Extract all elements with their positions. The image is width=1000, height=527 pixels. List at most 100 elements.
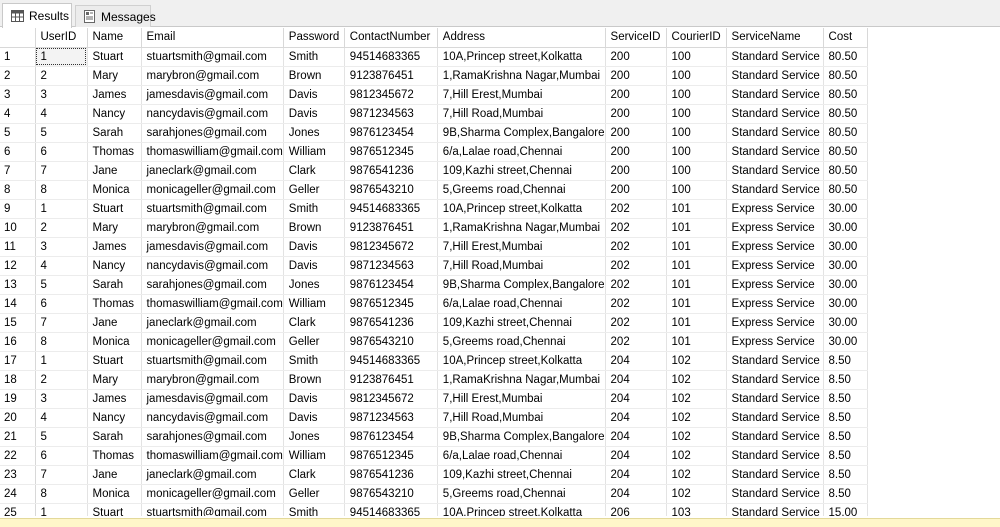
cell-servicename[interactable]: Standard Service (726, 465, 824, 485)
cell-serviceid[interactable]: 202 (605, 218, 667, 238)
cell-serviceid[interactable]: 204 (605, 465, 667, 485)
column-header-serviceid[interactable]: ServiceID (605, 28, 667, 48)
cell-userid[interactable]: 2 (35, 218, 88, 238)
cell-contactnumber[interactable]: 9876541236 (344, 313, 438, 333)
cell-courierid[interactable]: 101 (666, 199, 727, 219)
cell-name[interactable]: Thomas (87, 446, 142, 466)
cell-courierid[interactable]: 100 (666, 47, 727, 67)
cell-email[interactable]: monicageller@gmail.com (141, 180, 284, 200)
cell-userid[interactable]: 6 (35, 142, 88, 162)
cell-name[interactable]: Jane (87, 465, 142, 485)
cell-userid[interactable]: 7 (35, 161, 88, 181)
cell-courierid[interactable]: 100 (666, 142, 727, 162)
cell-address[interactable]: 7,Hill Road,Mumbai (437, 408, 606, 428)
cell-password[interactable]: Geller (283, 332, 345, 352)
row-number-cell[interactable]: 18 (0, 370, 36, 390)
table-row[interactable]: 4 4 Nancy nancydavis@gmail.com Davis 98712345… (0, 104, 868, 124)
row-number-cell[interactable]: 11 (0, 237, 36, 257)
cell-cost[interactable]: 8.50 (823, 484, 868, 504)
cell-cost[interactable]: 30.00 (823, 237, 868, 257)
cell-userid[interactable]: 1 (35, 351, 88, 371)
cell-name[interactable]: James (87, 389, 142, 409)
cell-contactnumber[interactable]: 94514683365 (344, 47, 438, 67)
cell-servicename[interactable]: Standard Service (726, 484, 824, 504)
cell-serviceid[interactable]: 200 (605, 142, 667, 162)
cell-cost[interactable]: 8.50 (823, 370, 868, 390)
cell-servicename[interactable]: Standard Service (726, 503, 824, 516)
cell-cost[interactable]: 30.00 (823, 294, 868, 314)
cell-userid[interactable]: 1 (35, 199, 88, 219)
cell-servicename[interactable]: Express Service (726, 332, 824, 352)
cell-name[interactable]: James (87, 237, 142, 257)
table-row[interactable]: 3 3 James jamesdavis@gmail.com Davis 98123456… (0, 85, 868, 105)
cell-userid[interactable]: 3 (35, 237, 88, 257)
cell-courierid[interactable]: 102 (666, 484, 727, 504)
cell-servicename[interactable]: Standard Service (726, 161, 824, 181)
results-grid[interactable]: UserID Name Email Password ContactNumber… (0, 28, 1000, 516)
cell-serviceid[interactable]: 204 (605, 484, 667, 504)
cell-serviceid[interactable]: 204 (605, 408, 667, 428)
table-row[interactable]: 25 1 Stuart stuartsmith@gmail.com Smith 94514… (0, 503, 868, 516)
cell-email[interactable]: stuartsmith@gmail.com (141, 47, 284, 67)
cell-contactnumber[interactable]: 9812345672 (344, 237, 438, 257)
cell-contactnumber[interactable]: 94514683365 (344, 503, 438, 516)
table-row[interactable]: 19 3 James jamesdavis@gmail.com Davis 9812345… (0, 389, 868, 409)
cell-password[interactable]: Smith (283, 351, 345, 371)
cell-address[interactable]: 7,Hill Erest,Mumbai (437, 85, 606, 105)
column-header-email[interactable]: Email (141, 28, 284, 48)
cell-userid[interactable]: 4 (35, 408, 88, 428)
cell-address[interactable]: 9B,Sharma Complex,Bangalore (437, 427, 606, 447)
cell-email[interactable]: sarahjones@gmail.com (141, 123, 284, 143)
cell-password[interactable]: Geller (283, 484, 345, 504)
cell-contactnumber[interactable]: 9123876451 (344, 370, 438, 390)
cell-email[interactable]: nancydavis@gmail.com (141, 408, 284, 428)
cell-email[interactable]: thomaswilliam@gmail.com (141, 446, 284, 466)
cell-name[interactable]: James (87, 85, 142, 105)
cell-password[interactable]: Brown (283, 66, 345, 86)
cell-cost[interactable]: 15.00 (823, 503, 868, 516)
cell-servicename[interactable]: Standard Service (726, 180, 824, 200)
cell-email[interactable]: jamesdavis@gmail.com (141, 237, 284, 257)
row-number-cell[interactable]: 19 (0, 389, 36, 409)
cell-userid[interactable]: 4 (35, 256, 88, 276)
cell-name[interactable]: Stuart (87, 47, 142, 67)
cell-password[interactable]: William (283, 294, 345, 314)
cell-servicename[interactable]: Standard Service (726, 47, 824, 67)
cell-contactnumber[interactable]: 9871234563 (344, 256, 438, 276)
cell-cost[interactable]: 30.00 (823, 313, 868, 333)
cell-contactnumber[interactable]: 9123876451 (344, 66, 438, 86)
cell-name[interactable]: Jane (87, 313, 142, 333)
cell-password[interactable]: Davis (283, 104, 345, 124)
cell-email[interactable]: janeclark@gmail.com (141, 161, 284, 181)
cell-cost[interactable]: 80.50 (823, 161, 868, 181)
cell-name[interactable]: Stuart (87, 503, 142, 516)
cell-email[interactable]: stuartsmith@gmail.com (141, 503, 284, 516)
cell-contactnumber[interactable]: 9123876451 (344, 218, 438, 238)
cell-courierid[interactable]: 101 (666, 275, 727, 295)
tab-results[interactable]: Results (2, 3, 72, 28)
cell-userid[interactable]: 4 (35, 104, 88, 124)
cell-userid[interactable]: 8 (35, 332, 88, 352)
cell-contactnumber[interactable]: 9876512345 (344, 294, 438, 314)
cell-address[interactable]: 7,Hill Erest,Mumbai (437, 237, 606, 257)
cell-servicename[interactable]: Standard Service (726, 446, 824, 466)
table-row[interactable]: 13 5 Sarah sarahjones@gmail.com Jones 9876123… (0, 275, 868, 295)
cell-password[interactable]: Jones (283, 427, 345, 447)
cell-courierid[interactable]: 101 (666, 218, 727, 238)
cell-email[interactable]: jamesdavis@gmail.com (141, 85, 284, 105)
cell-email[interactable]: thomaswilliam@gmail.com (141, 294, 284, 314)
cell-password[interactable]: Davis (283, 85, 345, 105)
column-header-courierid[interactable]: CourierID (666, 28, 727, 48)
cell-courierid[interactable]: 102 (666, 446, 727, 466)
table-row[interactable]: 12 4 Nancy nancydavis@gmail.com Davis 9871234… (0, 256, 868, 276)
cell-name[interactable]: Nancy (87, 256, 142, 276)
cell-serviceid[interactable]: 202 (605, 294, 667, 314)
cell-serviceid[interactable]: 206 (605, 503, 667, 516)
table-row[interactable]: 18 2 Mary marybron@gmail.com Brown 9123876451… (0, 370, 868, 390)
cell-courierid[interactable]: 100 (666, 66, 727, 86)
cell-password[interactable]: Smith (283, 47, 345, 67)
cell-servicename[interactable]: Express Service (726, 294, 824, 314)
cell-address[interactable]: 6/a,Lalae road,Chennai (437, 294, 606, 314)
cell-cost[interactable]: 8.50 (823, 465, 868, 485)
cell-cost[interactable]: 8.50 (823, 351, 868, 371)
